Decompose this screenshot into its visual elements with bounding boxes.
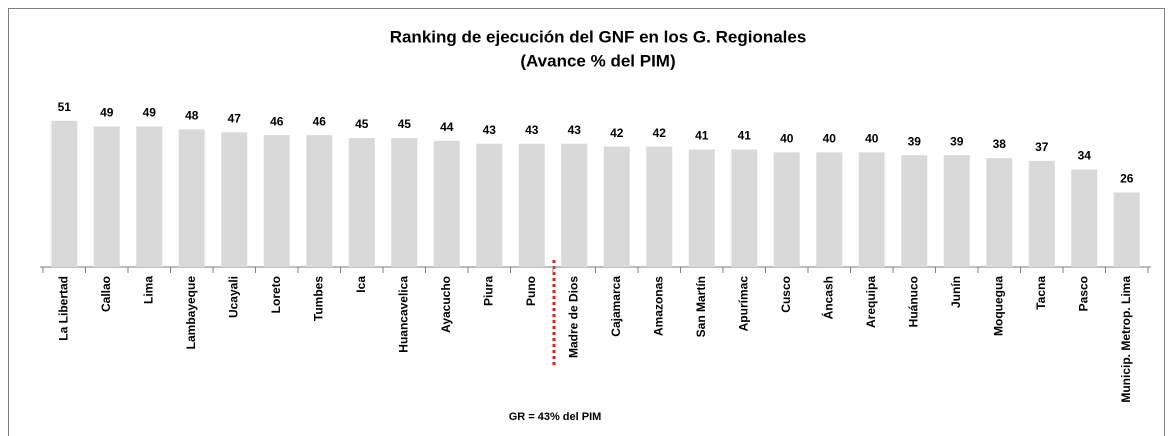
bar: [51, 120, 78, 267]
x-tick-label: Tumbes: [311, 276, 325, 321]
bar: [348, 138, 375, 267]
value-label: 45: [355, 117, 369, 131]
x-tick-label: Madre de Dios: [566, 276, 580, 358]
x-tick-label: Callao: [99, 276, 113, 312]
bar: [688, 149, 715, 267]
x-tick-label: Junín: [949, 276, 963, 308]
chart-frame: [8, 8, 1165, 436]
bar: [731, 149, 758, 267]
value-label: 43: [483, 123, 497, 137]
bar: [646, 146, 673, 267]
x-tick-label: Municip. Metrop. Lima: [1119, 276, 1133, 403]
value-label: 26: [1120, 172, 1134, 186]
x-tick-label: Ucayali: [226, 276, 240, 318]
value-label: 39: [950, 134, 964, 148]
x-tick-label: Tacna: [1034, 276, 1048, 310]
value-label: 46: [313, 114, 327, 128]
x-tick-label: Piura: [481, 276, 495, 306]
x-tick-label: San Martín: [694, 276, 708, 337]
x-tick-label: Puno: [524, 276, 538, 306]
value-label: 46: [270, 114, 284, 128]
bar: [858, 152, 885, 267]
value-label: 40: [865, 132, 879, 146]
bar: [816, 152, 843, 267]
bar: [1071, 169, 1098, 267]
x-tick-label: Amazonas: [651, 276, 665, 336]
chart-title: Ranking de ejecución del GNF en los G. R…: [390, 27, 807, 46]
value-label: 47: [228, 111, 242, 125]
bar: [1028, 160, 1055, 267]
bar: [773, 152, 800, 267]
x-tick-label: Huánuco: [906, 276, 920, 327]
x-tick-label: Áncash: [820, 276, 835, 319]
value-label: 44: [440, 120, 454, 134]
value-label: 40: [823, 132, 837, 146]
bar: [1113, 192, 1140, 267]
value-label: 40: [780, 132, 794, 146]
x-tick-label: La Libertad: [56, 276, 70, 341]
x-tick-label: Huancavelica: [396, 276, 410, 353]
chart-subtitle: (Avance % del PIM): [520, 51, 675, 70]
value-label: 41: [738, 129, 752, 143]
x-tick-label: Lambayeque: [184, 276, 198, 350]
bar: [391, 138, 418, 267]
value-label: 42: [610, 126, 624, 140]
value-label: 43: [525, 123, 539, 137]
x-tick-label: Pasco: [1076, 276, 1090, 311]
bar: [178, 129, 205, 267]
bar: [136, 126, 163, 268]
value-label: 37: [1035, 140, 1049, 154]
x-tick-label: Ayacucho: [439, 276, 453, 333]
value-label: 43: [568, 123, 582, 137]
annotation: GR = 43% del PIM: [509, 411, 602, 423]
bar: [221, 132, 248, 267]
x-tick-label: Cusco: [779, 276, 793, 313]
x-tick-label: Cajamarca: [609, 276, 623, 337]
value-label: 48: [185, 109, 199, 123]
bar: [518, 143, 545, 267]
x-tick-label: Lima: [141, 276, 155, 304]
bar: [93, 126, 120, 268]
x-tick-label: Loreto: [269, 276, 283, 313]
bar: [263, 135, 290, 267]
bar: [433, 140, 460, 267]
bar: [986, 158, 1013, 267]
x-tick-label: Arequipa: [864, 276, 878, 328]
value-label: 34: [1078, 149, 1092, 163]
value-label: 42: [653, 126, 667, 140]
bar: [603, 146, 630, 267]
value-label: 51: [58, 100, 72, 114]
value-label: 49: [143, 106, 157, 120]
bar: [476, 143, 503, 267]
x-tick-label: Apurímac: [736, 276, 750, 332]
value-label: 45: [398, 117, 412, 131]
value-label: 49: [100, 106, 114, 120]
bar: [901, 155, 928, 267]
x-tick-label: Moquegua: [991, 276, 1005, 336]
bar: [306, 135, 333, 267]
bar: [561, 143, 588, 267]
bar: [943, 155, 970, 267]
value-label: 39: [908, 134, 922, 148]
value-label: 41: [695, 129, 709, 143]
value-label: 38: [993, 137, 1007, 151]
x-tick-label: Ica: [354, 276, 368, 293]
